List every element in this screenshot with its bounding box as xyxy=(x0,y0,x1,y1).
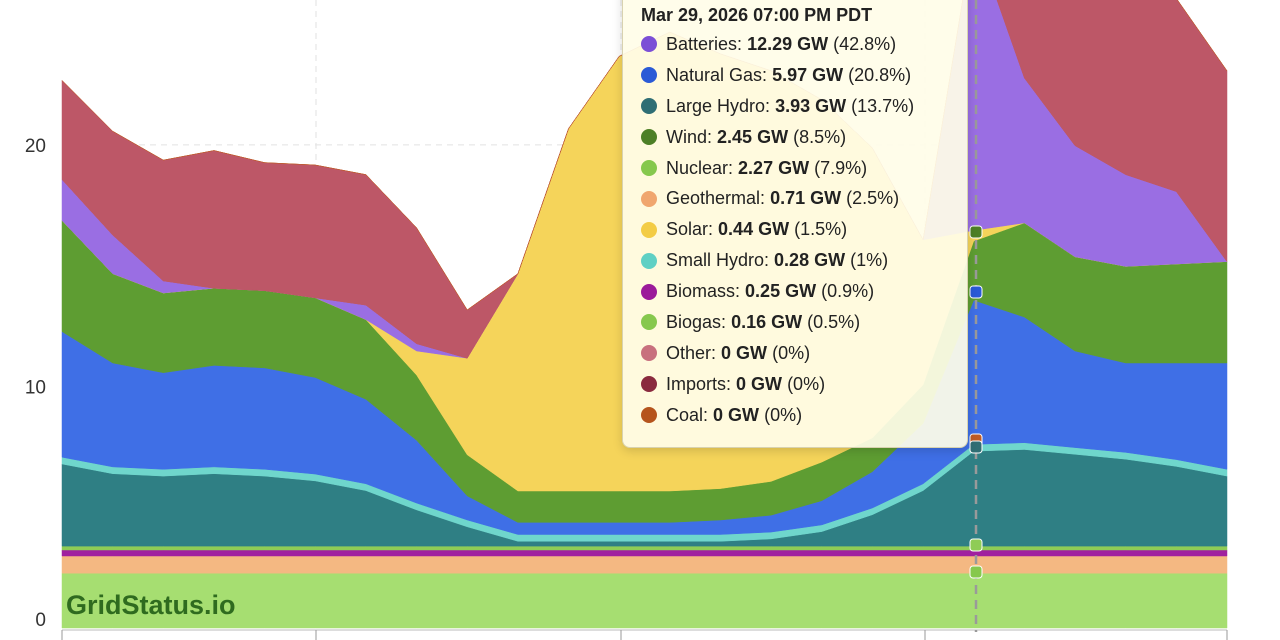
tooltip-value: 2.27 GW xyxy=(738,157,810,178)
legend-dot-icon xyxy=(641,160,657,176)
legend-dot-icon xyxy=(641,221,657,238)
tooltip-row: Small Hydro: 0.28 GW (1%) xyxy=(641,245,953,276)
tooltip-row: Solar: 0.44 GW (1.5%) xyxy=(641,214,953,245)
area-coal[interactable] xyxy=(61,0,1228,311)
tooltip-label: Natural Gas: xyxy=(666,64,768,85)
tooltip-value: 12.29 GW xyxy=(747,33,829,54)
tooltip-row: Wind: 2.45 GW (8.5%) xyxy=(641,122,953,153)
tooltip-percent: (1.5%) xyxy=(794,219,848,240)
tooltip-value: 5.97 GW xyxy=(772,64,844,85)
legend-dot-icon xyxy=(641,190,657,207)
hover-marker xyxy=(969,565,983,579)
legend-dot-icon xyxy=(641,376,657,393)
tooltip-label: Biogas: xyxy=(666,311,727,332)
tooltip-label: Geothermal: xyxy=(666,188,766,209)
tooltip-row: Imports: 0 GW (0%) xyxy=(641,369,953,400)
tooltip-row: Batteries: 12.29 GW (42.8%) xyxy=(641,29,953,60)
tooltip-row: Geothermal: 0.71 GW (2.5%) xyxy=(641,183,953,214)
tooltip-label: Nuclear: xyxy=(666,157,734,178)
tooltip-percent: (13.7%) xyxy=(851,95,915,116)
tooltip-row: Coal: 0 GW (0%) xyxy=(641,400,953,431)
tooltip-percent: (0%) xyxy=(772,342,811,363)
tooltip-label: Coal: xyxy=(666,404,709,425)
tooltip-value: 0.25 GW xyxy=(745,281,817,302)
area-nuclear[interactable] xyxy=(61,572,1228,629)
tooltip-value: 0 GW xyxy=(721,342,768,363)
tooltip-label: Small Hydro: xyxy=(666,250,770,271)
tooltip-percent: (7.9%) xyxy=(814,157,868,178)
tooltip-percent: (1%) xyxy=(850,250,889,271)
legend-dot-icon xyxy=(641,283,657,300)
tooltip-percent: (20.8%) xyxy=(848,64,912,85)
gridstatus-watermark: GridStatus.io xyxy=(66,590,236,620)
tooltip-value: 0 GW xyxy=(713,404,760,425)
tooltip-percent: (0%) xyxy=(787,373,826,394)
tooltip-value: 0.44 GW xyxy=(718,219,790,240)
tooltip-row: Large Hydro: 3.93 GW (13.7%) xyxy=(641,91,953,122)
tooltip-row: Natural Gas: 5.97 GW (20.8%) xyxy=(641,60,953,91)
tooltip-label: Other: xyxy=(666,342,717,363)
hover-marker xyxy=(969,225,983,239)
tooltip-row: Other: 0 GW (0%) xyxy=(641,338,953,369)
tooltip-percent: (2.5%) xyxy=(846,188,900,209)
legend-dot-icon xyxy=(641,345,657,362)
tooltip-percent: (8.5%) xyxy=(793,126,847,147)
legend-dot-icon xyxy=(641,314,657,331)
tooltip-value: 0.16 GW xyxy=(731,311,803,332)
hover-tooltip: Mar 29, 2026 07:00 PM PDT Batteries: 12.… xyxy=(622,0,968,448)
area-biogas[interactable] xyxy=(61,545,1228,551)
hover-markers xyxy=(969,225,983,579)
tooltip-label: Large Hydro: xyxy=(666,95,771,116)
legend-dot-icon xyxy=(641,98,657,115)
legend-dot-icon xyxy=(641,129,657,146)
tooltip-percent: (0%) xyxy=(764,404,803,425)
tooltip-label: Biomass: xyxy=(666,281,741,302)
y-tick-labels: 0 10 20 xyxy=(25,136,46,631)
tooltip-percent: (0.9%) xyxy=(821,281,875,302)
area-geothermal[interactable] xyxy=(61,555,1228,574)
hover-marker xyxy=(969,285,983,299)
tooltip-row: Biogas: 0.16 GW (0.5%) xyxy=(641,307,953,338)
tooltip-percent: (0.5%) xyxy=(807,311,861,332)
tooltip-label: Batteries: xyxy=(666,33,743,54)
tooltip-row: Nuclear: 2.27 GW (7.9%) xyxy=(641,153,953,184)
tooltip-label: Solar: xyxy=(666,219,714,240)
tooltip-title: Mar 29, 2026 07:00 PM PDT xyxy=(641,5,873,25)
legend-dot-icon xyxy=(641,36,657,53)
y-tick-label: 10 xyxy=(25,377,46,398)
tooltip-value: 0.28 GW xyxy=(774,250,846,271)
tooltip-label: Wind: xyxy=(666,126,713,147)
hover-marker xyxy=(969,440,983,454)
tooltip-value: 3.93 GW xyxy=(775,95,847,116)
legend-dot-icon xyxy=(641,407,657,424)
tooltip-row: Biomass: 0.25 GW (0.9%) xyxy=(641,276,953,307)
tooltip-label: Imports: xyxy=(666,373,732,394)
tooltip-value: 0.71 GW xyxy=(770,188,842,209)
y-tick-label: 20 xyxy=(25,136,46,157)
tooltip-rows: Batteries: 12.29 GW (42.8%) Natural Gas: … xyxy=(641,29,953,431)
area-biomass[interactable] xyxy=(61,549,1228,557)
y-tick-label: 0 xyxy=(35,610,46,631)
tooltip-value: 2.45 GW xyxy=(717,126,789,147)
tooltip-value: 0 GW xyxy=(736,373,783,394)
x-axis xyxy=(61,629,1228,640)
legend-dot-icon xyxy=(641,252,657,269)
hover-marker xyxy=(969,538,983,552)
tooltip-percent: (42.8%) xyxy=(833,33,897,54)
legend-dot-icon xyxy=(641,67,657,84)
